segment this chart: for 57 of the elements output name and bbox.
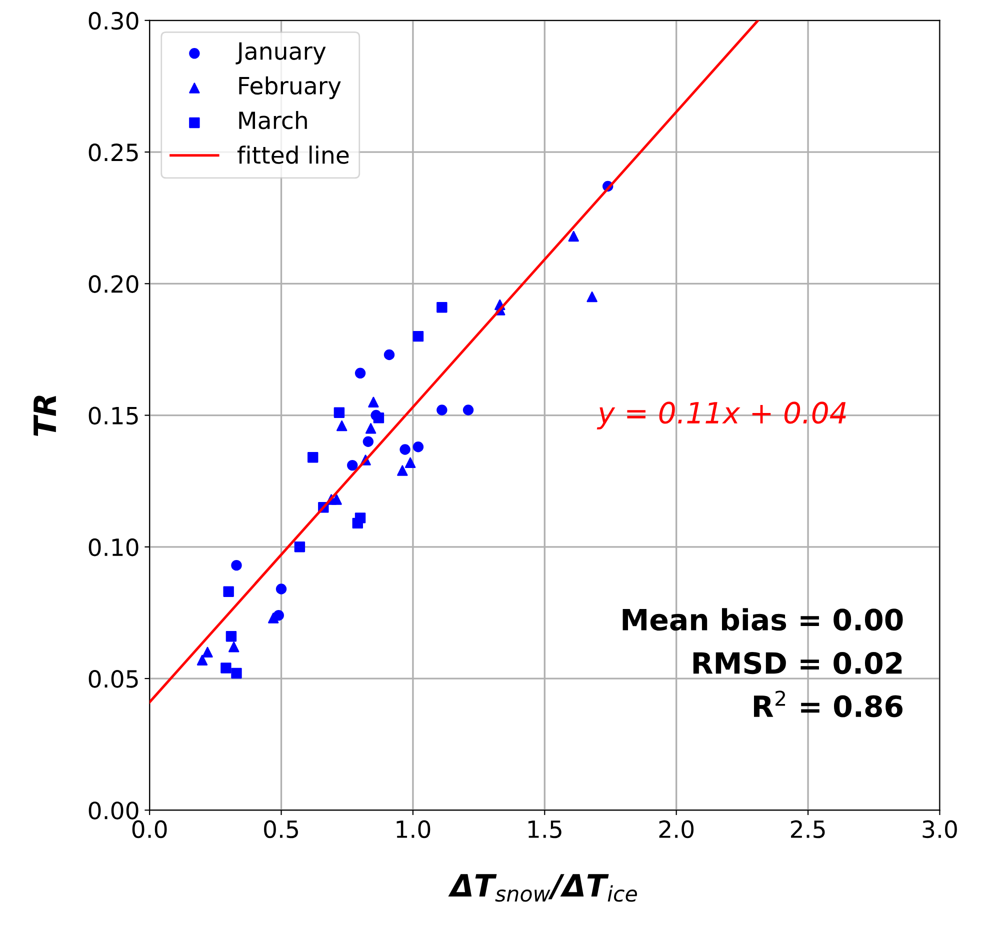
point (347, 460, 358, 471)
legend-label: January (236, 42, 326, 65)
y-tick-label: 0.10 (88, 538, 138, 556)
y-tick-label: 0.15 (88, 406, 138, 425)
annotation: Mean bias = 0.00 (622, 608, 903, 631)
legend-label: March (239, 110, 307, 130)
annotation: R$^{2}$ = 0.86 (754, 690, 902, 718)
x-tick-label: 0.0 (132, 820, 167, 838)
annotation: RMSD = 0.02 (693, 652, 902, 674)
point (268, 612, 279, 624)
y-tick-label: 0.30 (88, 12, 138, 30)
point (568, 230, 579, 242)
y-tick-label: 0.00 (88, 802, 138, 820)
point (196, 654, 208, 666)
point (202, 646, 213, 658)
point (365, 423, 376, 434)
point (231, 560, 242, 571)
legend-label: February (239, 76, 341, 100)
x-tick-label: 0.5 (264, 820, 298, 838)
point (334, 407, 345, 418)
point (308, 452, 318, 463)
x-tick-label: 2.0 (659, 820, 694, 838)
y-tick-label: 0.05 (88, 670, 138, 688)
x-tick-label: 2.5 (790, 820, 825, 838)
point (373, 412, 384, 424)
point (231, 668, 242, 679)
point (336, 420, 348, 432)
x-axis-title: ΔT$_{snow}$/ΔT$_{ice}$ (448, 874, 637, 902)
point (462, 404, 474, 416)
point (412, 330, 424, 342)
point (368, 396, 379, 408)
point (276, 584, 287, 594)
x-tick-label: 1.0 (396, 820, 430, 838)
point (436, 302, 448, 313)
point (352, 518, 363, 529)
point (384, 349, 395, 360)
point (228, 642, 240, 652)
point (226, 631, 237, 642)
point (294, 542, 306, 552)
point (223, 586, 234, 598)
x-tick-label: 3.0 (922, 820, 957, 838)
y-tick-label: 0.20 (88, 275, 138, 293)
y-axis-title: TR (34, 396, 56, 436)
legend-label: fitted line (237, 146, 349, 164)
point (397, 465, 408, 476)
point (331, 494, 342, 505)
point (362, 436, 374, 447)
y-tick-label: 0.25 (88, 143, 138, 162)
point (400, 444, 410, 455)
point (220, 662, 232, 674)
point (354, 368, 366, 379)
point (404, 457, 416, 468)
point (412, 442, 424, 452)
point (586, 291, 598, 302)
point (436, 404, 448, 416)
x-tick-label: 1.5 (528, 820, 562, 838)
annotation: y = 0.11x + 0.04 (596, 402, 846, 430)
